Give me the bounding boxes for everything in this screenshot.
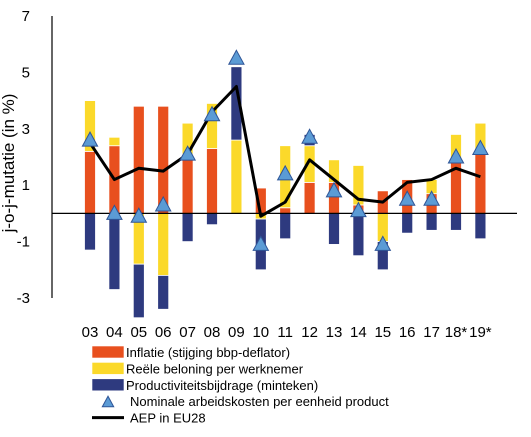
x-tick-label: 11: [277, 324, 293, 341]
real-wage-bar: [230, 139, 243, 214]
legend-swatch: [91, 378, 125, 392]
aep-line: [88, 85, 481, 218]
y-tick-label: 7: [22, 8, 30, 25]
ulc-marker: [447, 147, 465, 164]
productivity-bar: [279, 212, 292, 240]
x-tick-label: 08: [204, 324, 221, 341]
ulc-marker: [349, 201, 367, 218]
productivity-bar: [328, 212, 340, 245]
ulc-marker: [154, 195, 172, 212]
productivity-bar: [474, 212, 487, 240]
ulc-marker: [81, 131, 99, 147]
inflation-bar: [181, 153, 194, 214]
ulc-marker: [398, 190, 416, 206]
y-tick-label: 3: [22, 121, 30, 138]
y-tick-label: 5: [22, 64, 30, 81]
legend-label: Productiviteitsbijdrage (minteken): [126, 378, 318, 393]
legend-swatch: [91, 362, 125, 375]
ulc-marker: [301, 128, 319, 144]
ulc-marker: [105, 204, 123, 220]
x-tick-label: 16: [399, 324, 416, 341]
productivity-bar: [352, 212, 365, 257]
legend-label: Reële beloning per werknemer: [126, 361, 304, 376]
ulc-marker: [325, 181, 343, 198]
inflation-bar: [206, 148, 218, 214]
productivity-bar: [108, 212, 121, 290]
x-tick-label: 17: [423, 324, 440, 341]
x-tick-label: 18*: [445, 324, 468, 341]
productivity-bar: [157, 275, 170, 310]
x-tick-label: 12: [301, 324, 318, 341]
legend-label: Inflatie (stijging bbp-deflator): [126, 345, 290, 360]
y-tick-label: 1: [22, 177, 30, 194]
legend: Inflatie (stijging bbp-deflator)Reële be…: [91, 345, 389, 426]
ulc-marker: [423, 190, 441, 206]
legend-swatch: [91, 345, 125, 359]
real-wage-bar: [206, 103, 218, 149]
x-tick-label: 09: [228, 324, 245, 341]
productivity-bar: [206, 212, 218, 226]
x-tick-label: 05: [130, 324, 147, 341]
productivity-bar: [84, 212, 96, 251]
legend-marker: [101, 395, 115, 408]
productivity-bar: [401, 212, 414, 234]
inflation-bar: [474, 153, 487, 214]
inflation-bar: [279, 207, 292, 214]
ulc-marker: [130, 207, 148, 223]
x-tick-label: 13: [326, 324, 343, 341]
ulc-marker: [179, 145, 197, 161]
ulc-marker: [471, 139, 489, 156]
inflation-bar: [303, 181, 316, 214]
y-axis-title: j-o-j-mutatie (in %): [0, 94, 18, 234]
ulc-marker: [203, 105, 221, 122]
bars-layer: [84, 66, 487, 319]
inflation-bar: [84, 150, 96, 214]
inflation-bar: [132, 105, 145, 214]
productivity-bar: [181, 212, 194, 242]
ulc-marker: [374, 235, 392, 251]
ulc-markers: [81, 49, 489, 251]
x-tick-label: 10: [252, 324, 269, 341]
legend-label: Nominale arbeidskosten per eenheid produ…: [130, 394, 389, 409]
x-tick-label: 03: [82, 324, 99, 341]
x-tick-label: 14: [350, 324, 367, 341]
x-tick-label: 06: [155, 324, 172, 341]
x-tick-label: 07: [179, 324, 196, 341]
y-tick-labels: -3 -1 1 3 5 7: [17, 8, 30, 307]
real-wage-bar: [157, 212, 170, 276]
productivity-bar: [230, 66, 243, 141]
y-tick-label: -1: [17, 234, 30, 251]
y-tick-label: -3: [17, 290, 30, 307]
real-wage-bar: [84, 100, 96, 152]
legend-label: AEP in EU28: [130, 411, 206, 426]
productivity-bar: [132, 263, 145, 319]
ulc-marker: [252, 235, 270, 251]
ulc-marker: [227, 49, 245, 65]
productivity-bar: [450, 212, 462, 231]
x-tick-labels: 03 04 05 06 07 08 09 10 11 12 13 14 15 16 17 18* 19*: [82, 324, 492, 341]
x-tick-label: 19*: [469, 324, 492, 341]
ulc-marker: [276, 164, 294, 181]
x-tick-label: 15: [374, 324, 391, 341]
productivity-bar: [425, 212, 438, 231]
x-tick-label: 04: [106, 324, 123, 341]
real-wage-bar: [108, 136, 121, 147]
